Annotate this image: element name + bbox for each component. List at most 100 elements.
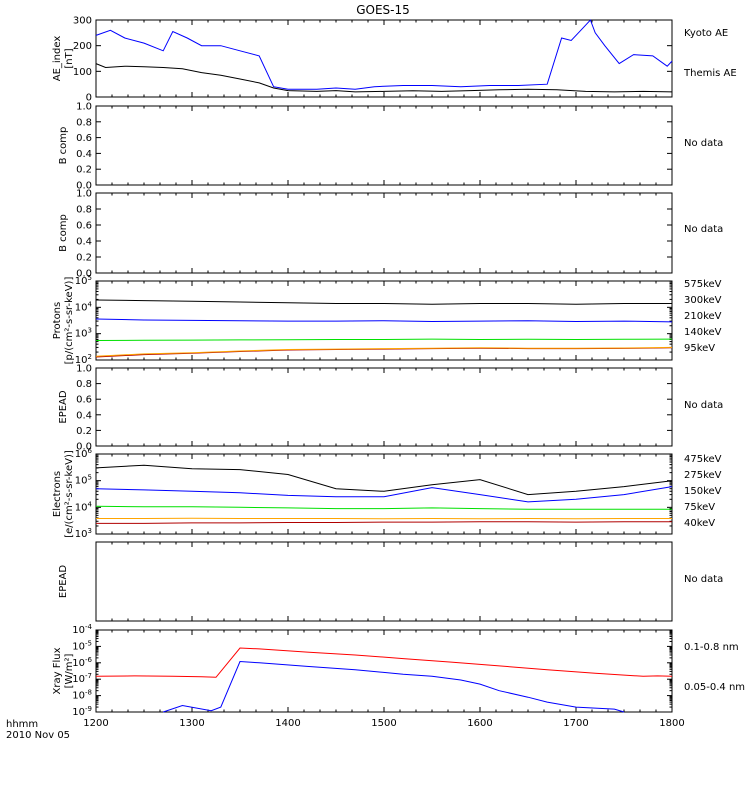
figure-title: GOES-15 — [356, 3, 410, 17]
series-line-140kev — [95, 318, 673, 323]
y-axis-label: Xray Flux — [52, 647, 63, 694]
y-axis-label-units: [p/(cm²-s-sr-keV)] — [64, 277, 75, 365]
legend-entry: 475keV — [684, 454, 722, 465]
y-tick-label: 0.2 — [76, 253, 92, 264]
panel-6: 103 104 105 106 Electrons [e/(cm²-s-sr-keV)] 4… — [52, 447, 722, 540]
y-axis-label: B comp — [58, 127, 69, 165]
x-axis: 1200 1300 1400 1500 1600 1700 1800 — [83, 718, 684, 729]
series-line-0-1-0-8-nm — [95, 647, 673, 678]
panel-frame — [95, 192, 673, 274]
y-tick-label: 10-6 — [72, 656, 92, 669]
x-tick-label: 1400 — [275, 718, 300, 729]
panel-5: 0.0 0.2 0.4 0.6 0.8 1.0 EPEAD No data — [58, 364, 723, 453]
legend-entry: 40keV — [684, 518, 715, 529]
y-axis-label-units: [nT] — [64, 48, 75, 68]
y-tick-label: 1.0 — [76, 364, 92, 375]
y-tick-label: 1.0 — [76, 189, 92, 200]
y-tick-label: 105 — [75, 474, 92, 487]
legend-entry: 0.1-0.8 nm — [684, 642, 739, 653]
legend-entry: 150keV — [684, 486, 722, 497]
y-tick-label: 0.4 — [76, 149, 92, 160]
legend-entry: 0.05-0.4 nm — [684, 682, 745, 693]
y-tick-label: 0 — [86, 93, 92, 104]
legend-entry: 575keV — [684, 279, 722, 290]
series-line-95kev — [95, 299, 672, 305]
panel-1: 0 100 200 300 AE_index [nT] Kyoto AE Themis AE — [52, 16, 737, 104]
y-tick-label: 10-4 — [72, 623, 92, 636]
series-line-210kev — [95, 338, 673, 341]
series-line-300kev — [95, 346, 673, 357]
y-tick-label: 300 — [73, 16, 92, 27]
series-line-kyoto-ae — [95, 19, 673, 90]
panel-3: 0.0 0.2 0.4 0.6 0.8 1.0 B comp No data — [58, 189, 723, 280]
panel-frame — [95, 629, 673, 713]
panel-frame — [95, 367, 673, 447]
y-tick-label: 0.8 — [76, 117, 92, 128]
x-tick-label: 1300 — [179, 718, 204, 729]
y-axis-label-units: [e/(cm²-s-sr-keV)] — [64, 450, 75, 538]
legend-entry: 75keV — [684, 502, 715, 513]
no-data-label: No data — [684, 400, 723, 411]
time-label: hhmm — [6, 719, 38, 730]
legend-entry: 140keV — [684, 327, 722, 338]
legend-entry: Themis AE — [683, 68, 737, 79]
y-axis-label: AE_index — [52, 36, 63, 82]
series-line-275kev — [96, 517, 672, 520]
series-line-475kev — [96, 521, 672, 524]
series-line-150kev — [95, 505, 672, 510]
y-tick-label: 10-7 — [72, 672, 92, 685]
x-tick-label: 1600 — [467, 718, 492, 729]
panel-frame — [95, 541, 673, 622]
y-tick-label: 0.8 — [76, 379, 92, 390]
series-line-0-05-0-4-nm — [163, 660, 625, 713]
panel-frame — [95, 19, 673, 98]
no-data-label: No data — [684, 224, 723, 235]
x-tick-label: 1700 — [563, 718, 588, 729]
y-tick-label: 105 — [75, 274, 92, 287]
x-tick-label: 1800 — [659, 718, 684, 729]
y-tick-label: 104 — [75, 300, 93, 313]
y-tick-label: 0.4 — [76, 410, 92, 421]
panel-8: 10-9 10-8 10-7 10-6 10-5 10-4 Xray Flux [W/m²] 0… — [52, 623, 745, 718]
series-line-75kev — [95, 486, 673, 503]
panel-frame — [95, 105, 673, 186]
y-tick-label: 0.6 — [76, 133, 92, 144]
x-tick-label: 1500 — [371, 718, 396, 729]
legend-entry: 95keV — [684, 343, 715, 354]
x-tick-label: 1200 — [83, 718, 108, 729]
series-line-40kev — [95, 464, 673, 496]
y-axis-label: EPEAD — [58, 565, 69, 599]
y-tick-label: 0.4 — [76, 237, 92, 248]
no-data-label: No data — [684, 138, 723, 149]
y-tick-label: 106 — [75, 447, 93, 460]
y-tick-label: 0.0 — [76, 181, 92, 192]
y-tick-label: 0.8 — [76, 205, 92, 216]
y-tick-label: 0.6 — [76, 221, 92, 232]
y-tick-label: 1.0 — [76, 102, 92, 113]
series-line-themis-ae — [95, 63, 673, 93]
y-axis-label: Protons — [52, 302, 63, 339]
y-tick-label: 0.2 — [76, 165, 92, 176]
legend-entry: 275keV — [684, 470, 722, 481]
y-tick-label: 100 — [73, 67, 92, 78]
y-axis-label-units: [W/m²] — [64, 653, 75, 688]
legend-entry: 300keV — [684, 295, 722, 306]
panel-7: EPEAD No data — [58, 541, 723, 622]
y-axis-label: B comp — [58, 214, 69, 252]
y-tick-label: 103 — [75, 527, 92, 540]
y-tick-label: 10-9 — [72, 705, 92, 718]
y-axis-label: Electrons — [52, 471, 63, 517]
y-axis-label: EPEAD — [58, 390, 69, 424]
y-tick-label: 10-5 — [72, 639, 92, 652]
y-tick-label: 10-8 — [72, 689, 92, 702]
y-tick-label: 0.0 — [76, 269, 92, 280]
legend-entry: 210keV — [684, 311, 722, 322]
no-data-label: No data — [684, 574, 723, 585]
y-tick-label: 200 — [73, 41, 92, 52]
panel-2: 0.0 0.2 0.4 0.6 0.8 1.0 B comp No data — [58, 102, 723, 192]
y-tick-label: 0.2 — [76, 426, 92, 437]
y-tick-label: 0.0 — [76, 442, 92, 453]
